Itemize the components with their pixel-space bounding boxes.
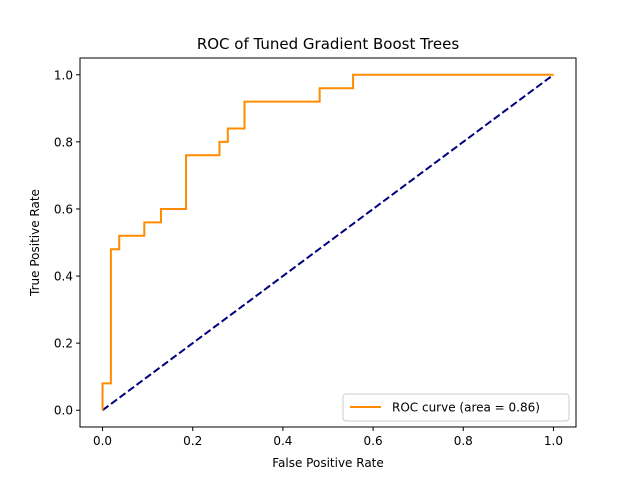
chance-diagonal-line [101, 73, 555, 412]
y-tick-label: 0.8 [54, 135, 73, 149]
y-tick-label: 0.4 [54, 270, 73, 284]
y-tick-label: 1.0 [54, 68, 73, 82]
x-tick-label: 0.4 [273, 434, 292, 448]
x-tick-label: 0.8 [454, 434, 473, 448]
y-tick-label: 0.6 [54, 202, 73, 216]
y-tick-label: 0.2 [54, 337, 73, 351]
x-axis: 0.0 0.2 0.4 0.6 0.8 1.0 [93, 427, 563, 448]
y-axis: 0.0 0.2 0.4 0.6 0.8 1.0 [54, 68, 80, 418]
x-tick-label: 0.0 [93, 434, 112, 448]
x-tick-label: 0.2 [183, 434, 202, 448]
y-axis-label: True Positive Rate [28, 189, 42, 297]
y-tick-label: 0.0 [54, 404, 73, 418]
plot-area [101, 73, 555, 412]
x-tick-label: 0.6 [364, 434, 383, 448]
legend-entry-roc: ROC curve (area = 0.86) [392, 401, 540, 415]
axes-frame [79, 57, 577, 428]
roc-curve-line [101, 73, 554, 411]
x-axis-label: False Positive Rate [272, 456, 384, 470]
chart-title: ROC of Tuned Gradient Boost Trees [197, 35, 460, 53]
legend-box [342, 393, 570, 422]
x-tick-label: 1.0 [544, 434, 563, 448]
legend: ROC curve (area = 0.86) [342, 393, 570, 422]
